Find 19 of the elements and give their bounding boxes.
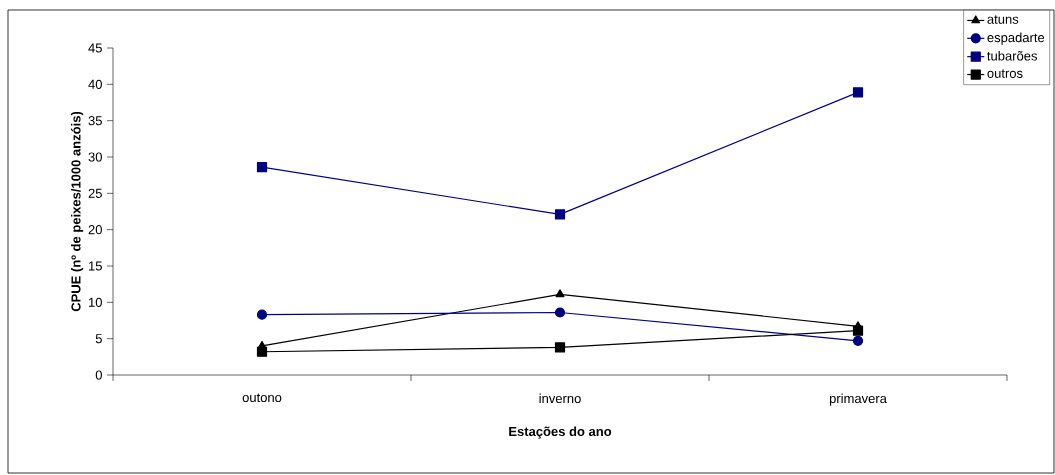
y-tick-label: 25	[88, 188, 102, 198]
y-tick-label: 35	[88, 116, 102, 126]
legend-label: outros	[987, 69, 1023, 78]
y-tick-label: 45	[88, 43, 102, 53]
x-axis-title: Estações do ano	[509, 426, 612, 439]
x-tick-label: inverno	[539, 393, 581, 404]
y-tick-label: 10	[89, 297, 102, 307]
x-tick-label: primavera	[829, 393, 887, 406]
y-tick-label: 0	[95, 370, 102, 380]
y-tick-label: 5	[95, 334, 102, 344]
legend-label: tubarões	[987, 50, 1038, 61]
y-tick-label: 30	[88, 152, 102, 162]
y-tick-label: 40	[88, 79, 102, 89]
y-tick-label: 20	[88, 225, 102, 235]
x-tick-label: outono	[242, 393, 282, 403]
y-axis-title: CPUE (nº de peixes/1000 anzóis)	[70, 111, 84, 312]
legend-label: espadarte	[987, 32, 1045, 45]
legend-label: atuns	[987, 15, 1019, 24]
y-tick-label: 15	[89, 261, 102, 271]
